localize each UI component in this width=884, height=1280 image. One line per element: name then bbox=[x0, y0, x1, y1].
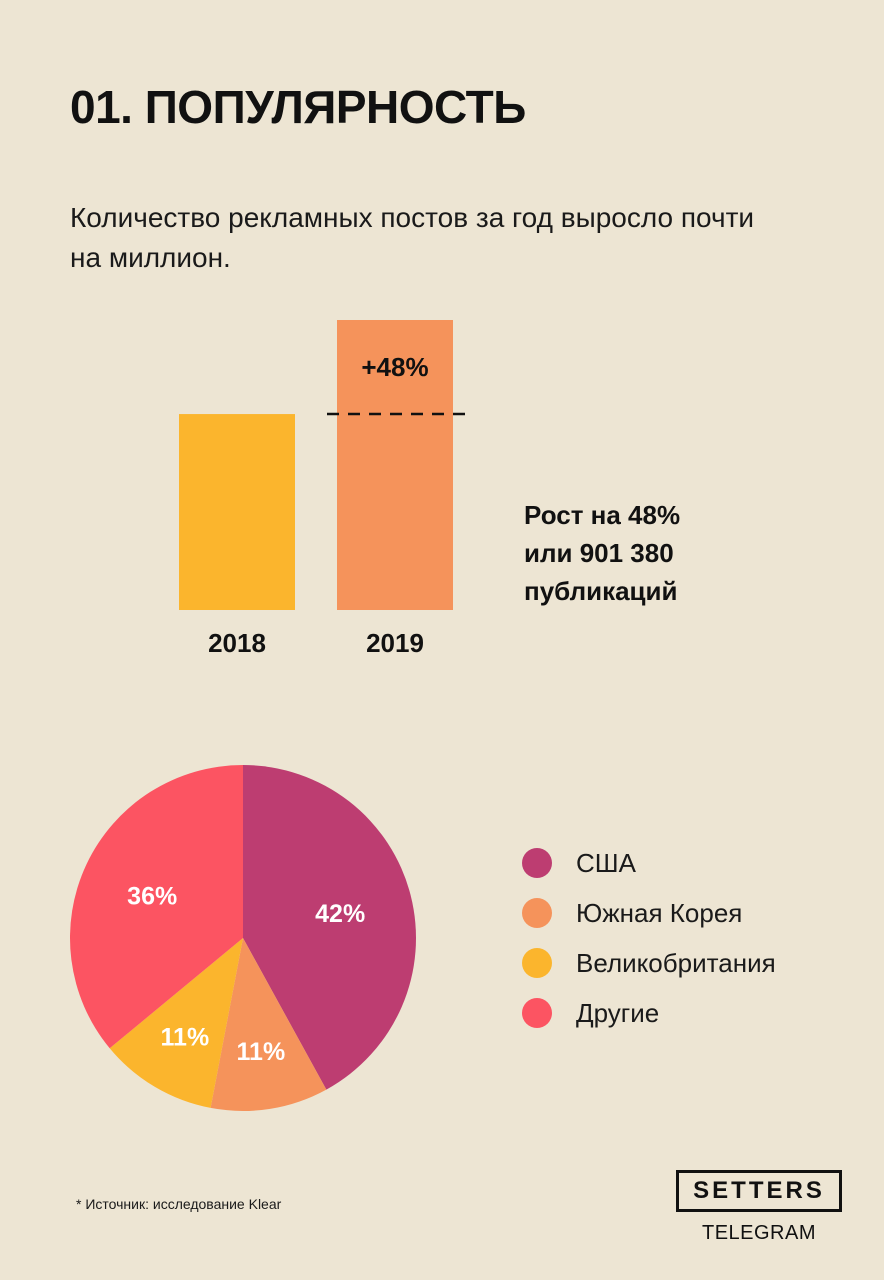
legend-item: Южная Корея bbox=[522, 888, 776, 938]
bar-2019 bbox=[337, 320, 453, 610]
brand-sub: TELEGRAM bbox=[701, 1222, 817, 1244]
brand-name: SETTERS bbox=[676, 1170, 842, 1212]
bar-annotation-2019: +48% bbox=[361, 352, 428, 382]
pie-label-1: 11% bbox=[237, 1038, 286, 1066]
brand-logo: SETTERS TELEGRAM bbox=[676, 1170, 842, 1245]
growth-note-line-3: публикаций bbox=[524, 576, 678, 606]
legend-swatch bbox=[522, 948, 552, 978]
legend-label: Другие bbox=[576, 997, 660, 1028]
legend-label: Великобритания bbox=[576, 947, 776, 978]
growth-note-line-2: или 901 380 bbox=[524, 538, 674, 568]
pie-label-0: 42% bbox=[315, 900, 365, 928]
legend-swatch bbox=[522, 898, 552, 928]
growth-note-line-1: Рост на 48% bbox=[524, 500, 681, 530]
pie-slice-3 bbox=[70, 765, 243, 1049]
bar-label-2019: 2019 bbox=[366, 628, 424, 658]
legend-swatch bbox=[522, 998, 552, 1028]
pie-chart: 42% 11% 11% 36% bbox=[70, 765, 416, 1111]
pie-slice-0 bbox=[243, 765, 416, 1090]
legend-swatch bbox=[522, 848, 552, 878]
bar-label-2018: 2018 bbox=[208, 628, 266, 658]
legend-item: Великобритания bbox=[522, 938, 776, 988]
pie-label-3: 36% bbox=[127, 882, 177, 910]
bar-2018 bbox=[179, 414, 295, 610]
legend-item: США bbox=[522, 838, 776, 888]
pie-slice-1 bbox=[210, 938, 327, 1111]
pie-slice-2 bbox=[109, 938, 244, 1108]
pie-legend: США Южная Корея Великобритания Другие bbox=[522, 838, 776, 1038]
source-footnote: * Источник: исследование Klear bbox=[76, 1196, 282, 1212]
legend-label: США bbox=[576, 847, 636, 878]
pie-label-2: 11% bbox=[161, 1023, 210, 1051]
page-subtitle: Количество рекламных постов за год вырос… bbox=[70, 202, 755, 273]
growth-note: Рост на 48% или 901 380 публикаций bbox=[524, 496, 824, 610]
page-title: 01. ПОПУЛЯРНОСТЬ bbox=[70, 81, 526, 133]
bar-chart: 2018 2019 +48% bbox=[179, 320, 466, 658]
legend-label: Южная Корея bbox=[576, 897, 743, 928]
legend-item: Другие bbox=[522, 988, 776, 1038]
